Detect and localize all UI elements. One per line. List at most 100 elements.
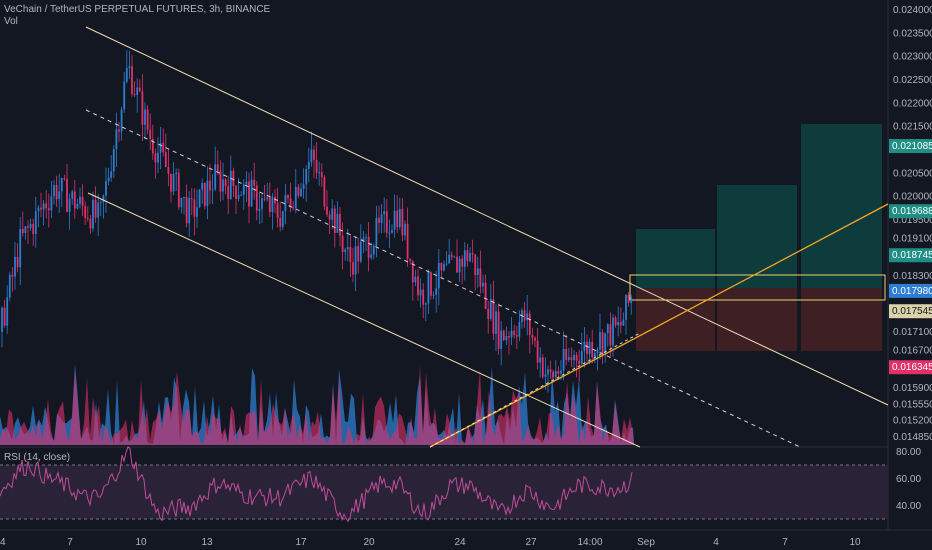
candle-body [625,294,627,320]
candle-body [159,142,162,153]
candle-body [32,224,35,234]
candle-body [188,198,191,224]
candle-body [271,196,274,213]
candle-body [630,297,633,303]
price-axis-label: 0.015550 [893,399,932,410]
candle-body [237,195,240,199]
price-tag [889,283,932,298]
loss-zone [636,288,715,351]
candle-body [138,87,141,92]
candle-body [612,317,614,346]
candle-body [432,294,435,296]
candle-body [552,371,555,377]
candle-body [34,211,37,234]
candle-body [53,184,55,197]
candle-body [250,179,253,207]
profit-zone [717,185,797,288]
time-axis-label: 13 [201,537,213,548]
candle-body [66,178,68,212]
candle-body [110,171,113,178]
candle-body [253,179,256,186]
rsi-label: RSI (14, close) [4,452,71,463]
candle-body [453,256,456,258]
time-axis-label: 4 [0,537,6,548]
channel-mid-line [85,109,801,448]
candle-body [346,247,349,250]
candle-body [258,208,261,211]
candle-body [248,181,250,207]
candle-body [255,185,258,211]
candle-body [315,159,318,173]
candle-body [99,202,102,204]
candle-body [484,282,487,309]
candle-body [606,324,609,334]
price-axis-label: 0.019100 [893,234,932,245]
candle-body [609,324,612,346]
price-axis-label: 0.019500 [893,215,932,226]
candle-body [50,196,53,211]
candle-body [97,202,100,218]
price-axis-label: 0.022500 [893,75,932,86]
candle-body [224,179,227,187]
loss-zone [801,288,882,351]
candle-body [201,182,204,190]
candle-body [289,198,292,208]
candle-body [375,217,378,246]
candle-body [45,203,48,209]
candle-body [333,208,336,233]
candle-body [133,94,136,96]
candle-body [539,357,542,363]
candle-body [222,179,224,192]
entry-box [629,274,886,301]
candle-body [185,197,188,224]
candle-body [73,191,76,209]
candle-body [422,289,425,305]
candle-body [235,185,237,199]
candle-body [294,186,297,208]
candle-body [508,335,510,338]
candle-body [619,322,622,326]
candle-body [526,313,529,321]
candle-body [323,177,326,207]
candle-body [214,164,217,190]
candle-body [391,229,393,233]
candle-body [196,207,198,217]
candle-body [497,311,500,350]
candle-body [575,354,578,361]
candle-body [292,207,295,209]
candle-body [586,341,588,354]
candle-body [354,246,357,275]
loss-zone [717,288,797,351]
candle-body [216,164,219,172]
candle-body [240,194,243,196]
candle-body [320,172,323,178]
candle-body [120,109,123,132]
candle-body [417,276,419,296]
candle-body [167,167,170,174]
time-axis-label: 10 [135,537,147,548]
candle-body [266,197,269,200]
candle-body [339,213,341,236]
candle-body [84,205,87,218]
price-tag [889,304,932,319]
candle-body [370,254,373,258]
candle-body [573,354,575,361]
candle-body [86,217,89,220]
candle-body [614,317,617,326]
candle-body [419,289,422,296]
price-axis-label: 0.022000 [893,98,932,109]
candle-body [24,226,27,234]
candle-body [502,330,505,341]
candle-body [435,288,438,295]
price-tag [889,248,932,263]
candle-body [47,208,50,211]
candle-body [409,258,412,261]
candle-body [89,219,92,229]
candle-body [149,129,152,139]
candle-body [60,178,63,192]
candle-body [284,195,287,212]
candle-body [591,341,594,357]
candle-body [326,206,328,215]
candle-body [456,256,458,273]
